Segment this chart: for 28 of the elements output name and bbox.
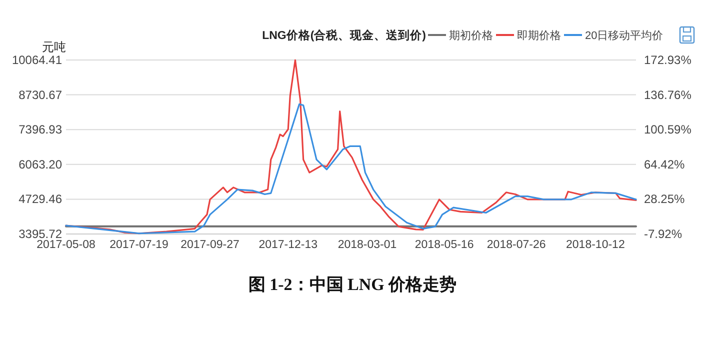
y2-tick-label: -7.92% xyxy=(644,227,682,241)
x-tick-label: 2017-07-19 xyxy=(110,239,168,251)
x-tick-label: 2017-05-08 xyxy=(36,239,96,251)
line-series xyxy=(65,59,637,234)
x-tick-label: 2017-12-13 xyxy=(258,239,318,251)
y-tick-label: 6063.20 xyxy=(18,157,62,172)
x-tick-label: 2018-07-26 xyxy=(486,239,546,251)
y-tick-label: 4729.46 xyxy=(18,192,62,206)
y-tick-label: 8730.67 xyxy=(18,88,62,102)
y2-tick-label: 64.42% xyxy=(644,157,686,172)
y-axis-title: 元吨 xyxy=(42,40,66,54)
caption: 图 1-2：中国 LNG 价格走势 xyxy=(248,275,457,294)
chart-title: LNG价格(合税、现金、送到价) xyxy=(262,28,426,42)
y-tick-label: 7396.93 xyxy=(18,122,62,137)
legend-label: 期初价格 xyxy=(449,29,493,42)
y2-tick-label: 28.25% xyxy=(644,192,686,206)
y2-tick-label: 136.76% xyxy=(644,88,692,102)
x-tick-label: 2018-05-16 xyxy=(414,239,474,251)
y2-tick-label: 100.59% xyxy=(644,122,692,137)
line-series xyxy=(65,103,637,234)
legend-label: 20日移动平均价 xyxy=(585,30,664,42)
x-tick-label: 2018-10-12 xyxy=(566,239,625,251)
y-tick-label: 10064.41 xyxy=(12,53,62,67)
y-tick-label: 3395.72 xyxy=(18,227,62,241)
legend-label: 即期价格 xyxy=(517,30,561,42)
x-tick-label: 2018-03-01 xyxy=(338,239,397,251)
y2-tick-label: 172.93% xyxy=(644,53,692,67)
x-tick-label: 2017-09-27 xyxy=(180,239,240,251)
